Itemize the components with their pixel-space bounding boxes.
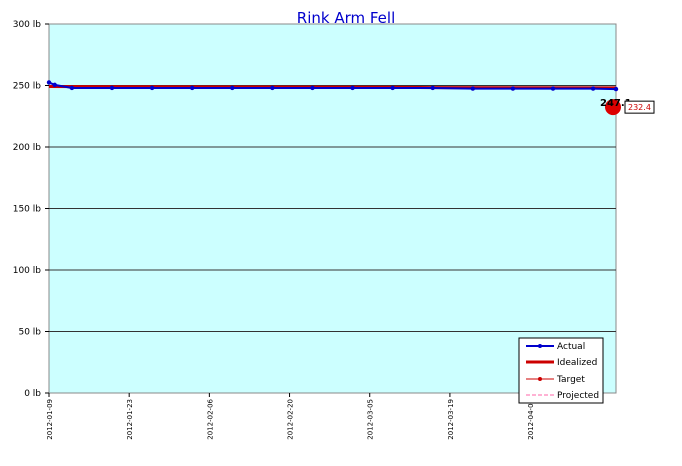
target-point (605, 99, 621, 116)
chart-title: Rink Arm Fell (297, 9, 395, 27)
actual-point (613, 86, 619, 92)
actual-point (510, 86, 516, 91)
legend-actual-label: Actual (557, 342, 585, 352)
y-axis-ticks: 0 lb 50 lb 100 lb 150 lb 200 lb 250 lb 300 lb (13, 20, 49, 399)
x-tick-label: 2012-02-06 (206, 398, 214, 439)
legend-projected-label: Projected (557, 391, 599, 401)
legend-target-marker (538, 377, 542, 381)
actual-point (270, 85, 275, 91)
y-tick-label: 100 lb (13, 266, 42, 276)
actual-last-value-label: 247.1 (600, 98, 632, 109)
actual-point (189, 85, 195, 91)
legend-box (518, 337, 604, 404)
actual-point (230, 85, 235, 91)
x-tick-label: 2012-01-09 (46, 399, 54, 440)
legend: Actual Idealized Target Projected (518, 337, 604, 404)
legend-idealized-label: Idealized (557, 358, 597, 368)
x-axis-ticks: 2012-01-09 2012-01-23 2012-02-06 2012-02-20… (46, 393, 535, 440)
actual-point (550, 86, 556, 91)
x-tick-label: 2012-01-23 (126, 399, 134, 440)
legend-target-label: Target (556, 375, 585, 385)
target-value-box (624, 100, 655, 114)
y-tick-label: 250 lb (13, 82, 42, 92)
actual-point (470, 86, 476, 91)
actual-point (149, 85, 155, 91)
x-tick-label: 2012-02-20 (287, 399, 295, 440)
actual-point (69, 85, 75, 91)
series-layer (46, 80, 621, 116)
actual-point (46, 80, 52, 85)
y-tick-label: 300 lb (13, 20, 42, 30)
x-tick-label: 2012-03-19 (447, 399, 455, 440)
y-tick-label: 150 lb (13, 205, 42, 215)
actual-point (52, 82, 57, 88)
y-tick-label: 200 lb (13, 143, 42, 153)
actual-point (350, 85, 355, 91)
x-tick-label: 2012-04-02 (527, 399, 535, 440)
actual-point (430, 85, 435, 91)
actual-point (109, 85, 115, 91)
actual-point (590, 86, 596, 91)
legend-actual-marker (538, 344, 542, 348)
y-tick-label: 50 lb (18, 328, 41, 338)
y-tick-label: 0 lb (24, 389, 41, 399)
actual-point (390, 85, 395, 91)
x-tick-label: 2012-03-05 (367, 399, 375, 440)
actual-point (310, 85, 315, 91)
target-value-label: 232.4 (628, 103, 651, 112)
